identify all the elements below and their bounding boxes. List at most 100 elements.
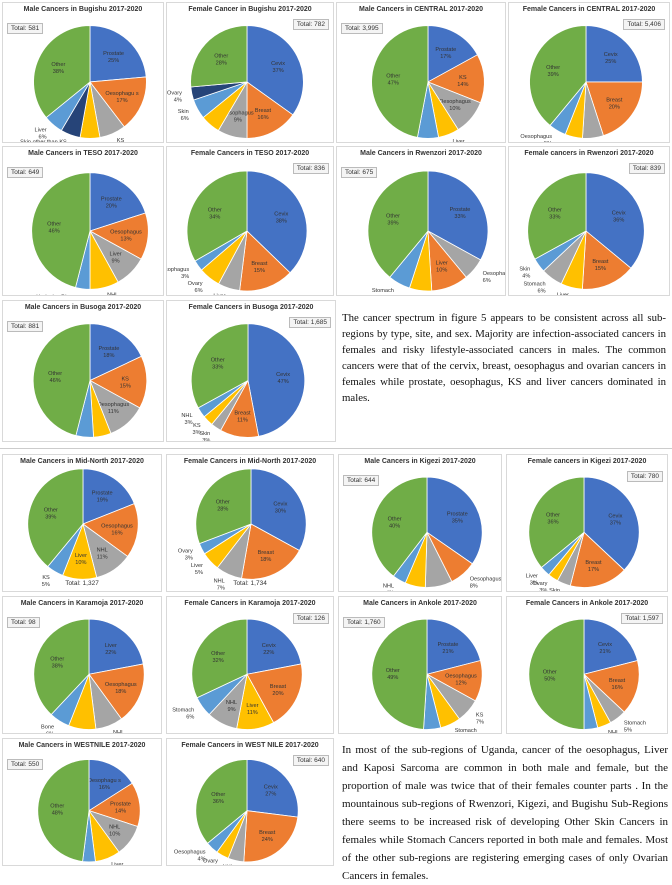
pie-slice-value: 36%	[213, 799, 224, 805]
paragraph-subregion-summary: In most of the sub-regions of Uganda, ca…	[342, 741, 668, 885]
pie-chart: Cevix36%Breast15%Liver6%Stomach6%Skin4%O…	[509, 147, 670, 296]
pie-slice-label: Oesophagus	[174, 850, 206, 856]
pie-slice-value: 15%	[595, 266, 606, 272]
pie-slice-value: 17%	[440, 54, 451, 60]
pie-slice-value: 5%	[544, 141, 552, 143]
pie-slice-label: Cevix	[604, 52, 618, 58]
pie-slice-value: 3%	[202, 438, 210, 442]
pie-slice-label: Liver	[105, 643, 117, 649]
pie-slice-label: Other	[44, 507, 58, 513]
pie-slice-value: 6%	[181, 116, 189, 122]
pie-slice-value: 39%	[45, 514, 56, 520]
pie-slice-label: Cevix	[598, 642, 612, 648]
pie-slice-value: 39%	[547, 72, 558, 78]
pie-slice-label: Liver	[526, 573, 538, 579]
pie-slice-value: 28%	[217, 507, 228, 513]
pie-slice-label: Other	[214, 53, 228, 59]
pie-slice-label: Prostate	[98, 346, 119, 352]
pie-slice-label: Liver	[110, 252, 122, 258]
pie-slice-value: 49%	[387, 675, 398, 681]
pie-slice-value: 3%	[193, 430, 201, 436]
pie-slice-label: Liver	[453, 139, 465, 143]
pie-slice-value: 5%	[42, 582, 50, 588]
pie-slice-value: 4%	[174, 98, 182, 104]
pie-slice	[372, 619, 427, 729]
pie-slice-label: Oesophagus	[470, 576, 502, 582]
pie-slice-value: 21%	[599, 649, 610, 655]
pie-slice-label: Cevix	[274, 212, 288, 218]
pie-slice-label: NHL	[105, 441, 116, 442]
pie-chart: Prostate19%Oesophagus16%NHL11%Liver10%KS…	[3, 455, 162, 592]
pie-slice-label: Breast	[251, 261, 268, 267]
pie-slice-label: Other	[548, 208, 562, 214]
pie-slice-label: Breast	[234, 410, 251, 416]
pie-slice-value: 18%	[103, 353, 114, 359]
pie-slice-label: Other	[211, 651, 225, 657]
pie-slice-value: 38%	[276, 219, 287, 225]
pie-slice-value: 20%	[609, 105, 620, 111]
pie-slice-value: 33%	[454, 214, 465, 220]
pie-slice-value: 12%	[455, 681, 466, 687]
pie-slice-value: 6%	[195, 288, 203, 294]
pie-slice-label: Breast	[606, 98, 623, 104]
pie-chart: Prostate20%Oesophagus13%Liver9%NHL8%Hodg…	[3, 147, 164, 296]
pie-slice-value: 17%	[588, 567, 599, 573]
pie-slice-label: Prostate	[92, 491, 113, 497]
pie-slice-label: Stomach	[372, 288, 394, 294]
pie-slice-label: Cevix	[608, 514, 622, 520]
pie-slice-value: 3%	[185, 420, 193, 426]
pie-slice-value: 20%	[272, 691, 283, 697]
pie-slice-value: 27%	[265, 792, 276, 798]
pie-slice-value: 25%	[605, 59, 616, 65]
pie-slice-value: 6%	[386, 295, 394, 296]
pie-slice-value: 24%	[262, 837, 273, 843]
pie-slice-value: 16%	[99, 785, 110, 791]
pie-slice-label: Other	[386, 668, 400, 674]
pie-slice-label: Stomach	[391, 591, 413, 592]
pie-slice-label: Oesophagu s	[105, 91, 138, 97]
pie-slice-value: 3%	[530, 580, 538, 586]
pie-slice-label: Skin	[441, 591, 452, 592]
pie-slice-value: 32%	[212, 658, 223, 664]
pie-slice-label: KS	[117, 138, 125, 143]
pie-slice-label: Liver	[34, 127, 46, 133]
pie-slice-label: Oesophagus	[520, 134, 552, 140]
pie-slice-label: Other	[211, 358, 225, 364]
pie-slice-label: Skin	[519, 266, 530, 272]
pie-slice-label: Other	[388, 516, 402, 522]
pie-chart: Cevix22%Breast20%Liver11%NHL9%Stomach6%O…	[167, 597, 334, 734]
pie-slice-label: Oesophagus	[167, 267, 189, 273]
pie-slice-label: Other	[47, 222, 61, 228]
pie-slice-value: 40%	[389, 523, 400, 529]
pie-slice-label: Cevix	[273, 502, 287, 508]
pie-slice-label: Other	[50, 804, 64, 810]
pie-slice-label: Other	[216, 500, 230, 506]
pie-slice-value: 6%	[483, 278, 491, 284]
pie-slice-value: 28%	[216, 60, 227, 66]
pie-slice-value: 15%	[120, 384, 131, 390]
pie-slice-value: 7%	[217, 586, 225, 592]
pie-slice-value: 47%	[277, 379, 288, 385]
pie-slice-label: Cevix	[276, 372, 290, 378]
pie-slice-value: 19%	[97, 498, 108, 504]
pie-slice-label: KS	[459, 75, 467, 81]
pie-slice-label: Oesophagus	[110, 229, 142, 235]
pie-slice-value: 47%	[388, 81, 399, 87]
pie-slice-value: 34%	[209, 214, 220, 220]
pie-slice-label: Other	[543, 669, 557, 675]
pie-slice-value: 3%	[185, 555, 193, 561]
pie-chart: Oesophagu s16%Prostate14%NHL10%Liver8%Ho…	[3, 739, 162, 866]
pie-chart: Prostate21%Oesophagus12%KS7%Stomach6%NHL…	[339, 597, 502, 734]
pie-chart: Cevix37%Breast16%Oesophagus9%Skin6%Ovary…	[167, 3, 334, 143]
pie-slice-label: Hodgsins Disease	[36, 294, 81, 296]
pie-chart: Cevix25%Breast20%KS6%Ovary5%Oesophagus5%…	[509, 3, 670, 143]
pie-chart: Prostate33%Oesophagus6%Liver10%KS6%Stoma…	[337, 147, 506, 296]
pie-slice-label: Bone	[41, 724, 54, 730]
pie-slice-label: KS	[121, 377, 129, 383]
